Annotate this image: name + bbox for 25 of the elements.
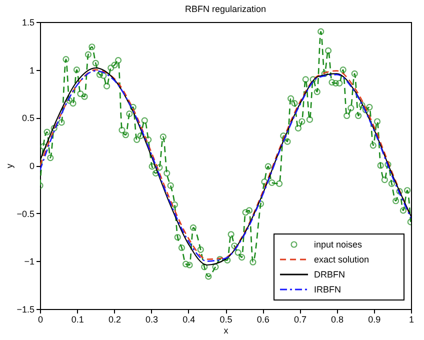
x-tick-label: 0.2 <box>108 314 121 324</box>
y-tick-label: 1.5 <box>22 18 34 28</box>
x-tick-label: 0.5 <box>220 314 232 324</box>
x-tick-label: 0.6 <box>256 314 270 324</box>
x-tick-label: 0.7 <box>294 314 306 324</box>
y-axis-title: y <box>4 163 15 168</box>
y-tick-label: 0.5 <box>22 113 34 124</box>
y-tick-label: 1 <box>29 65 34 76</box>
x-tick-label: 0.3 <box>146 314 158 324</box>
y-tick-label: −1 <box>24 256 34 267</box>
legend-label: DRBFN <box>314 270 345 280</box>
x-tick-label: 0.9 <box>368 314 381 324</box>
x-tick-label: 1 <box>408 314 414 324</box>
legend-label: input noises <box>314 240 363 250</box>
x-tick-label: 0.1 <box>71 314 84 324</box>
chart-title: RBFN regularization <box>184 4 266 14</box>
x-tick-label: 0 <box>38 314 44 324</box>
y-tick-label: −1.5 <box>16 304 34 314</box>
y-tick-label: 0 <box>29 161 34 171</box>
x-axis-title: x <box>224 326 229 336</box>
y-tick-label: −0.5 <box>16 208 34 219</box>
x-tick-label: 0.4 <box>182 314 196 324</box>
x-tick-label: 0.8 <box>331 314 344 324</box>
legend-label: IRBFN <box>314 284 341 294</box>
legend-label: exact solution <box>314 254 370 264</box>
